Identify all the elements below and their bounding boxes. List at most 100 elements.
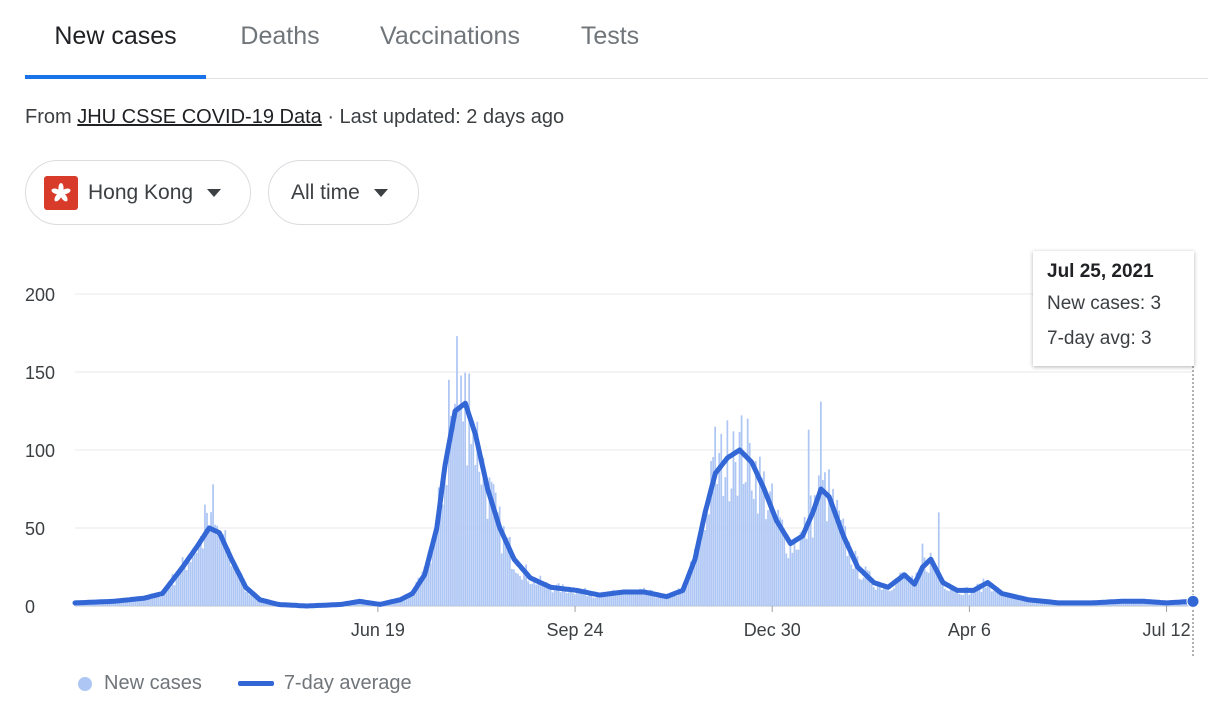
new-cases-bar — [643, 587, 645, 606]
new-cases-bar — [521, 579, 523, 606]
new-cases-bar — [952, 589, 954, 606]
new-cases-bar — [779, 517, 782, 606]
new-cases-bar — [425, 574, 428, 606]
new-cases-bar — [397, 600, 399, 606]
new-cases-bar — [850, 564, 853, 606]
new-cases-bar — [1126, 602, 1129, 606]
tooltip-new-cases: New cases: 3 — [1047, 293, 1162, 314]
new-cases-bar — [919, 569, 922, 606]
new-cases-bar — [1017, 596, 1019, 606]
new-cases-bar — [1128, 601, 1131, 606]
new-cases-bar — [960, 594, 962, 606]
cases-chart[interactable]: 0 50 100 150 200 Jun 19 Sep 24 Dec 30 Apr 6 Jul … — [0, 240, 1208, 660]
new-cases-bar — [722, 495, 725, 606]
new-cases-bar — [124, 599, 127, 606]
new-cases-bar — [584, 587, 586, 606]
new-cases-bar — [559, 592, 562, 606]
new-cases-bar — [429, 563, 432, 606]
new-cases-bar — [759, 456, 761, 606]
new-cases-bar — [994, 586, 997, 606]
new-cases-bar — [626, 592, 629, 606]
new-cases-bar — [830, 502, 832, 606]
new-cases-bar — [502, 526, 505, 606]
y-tick-label: 100 — [25, 441, 55, 461]
source-link[interactable]: JHU CSSE COVID-19 Data — [77, 106, 322, 128]
new-cases-bar — [933, 568, 936, 606]
new-cases-bar — [177, 575, 180, 606]
new-cases-bar — [460, 375, 462, 606]
new-cases-bar — [604, 592, 607, 606]
new-cases-bar — [710, 461, 712, 606]
new-cases-bar — [403, 596, 406, 606]
new-cases-bar — [826, 521, 828, 606]
new-cases-bar — [1025, 598, 1028, 606]
new-cases-bar — [466, 465, 469, 606]
new-cases-bar — [210, 512, 212, 606]
new-cases-bar — [513, 569, 515, 606]
new-cases-bar — [641, 589, 643, 606]
new-cases-bar — [744, 482, 747, 606]
new-cases-bar — [980, 591, 983, 606]
new-cases-bar — [937, 512, 940, 606]
new-cases-bar — [214, 524, 216, 606]
new-cases-bar — [529, 584, 532, 606]
x-tick-label: Sep 24 — [547, 620, 604, 640]
tab-vaccinations[interactable]: Vaccinations — [380, 22, 520, 50]
new-cases-bar — [815, 506, 818, 606]
new-cases-bar — [870, 584, 873, 606]
new-cases-bar — [553, 590, 556, 606]
new-cases-bar — [767, 510, 769, 606]
new-cases-bar — [590, 594, 593, 606]
tab-deaths[interactable]: Deaths — [240, 22, 320, 50]
legend-item-average[interactable]: 7-day average — [237, 672, 412, 695]
location-selector[interactable]: Hong Kong — [25, 160, 251, 225]
new-cases-bar — [472, 423, 475, 606]
y-tick-label: 0 — [25, 597, 35, 617]
new-cases-bar — [246, 585, 249, 606]
new-cases-bar — [563, 588, 566, 606]
new-cases-bar — [883, 588, 885, 606]
new-cases-bar — [108, 602, 111, 606]
tab-new-cases[interactable]: New cases — [54, 22, 177, 50]
new-cases-bar — [193, 552, 196, 606]
time-range-selector[interactable]: All time — [268, 160, 419, 225]
new-cases-bar — [689, 561, 692, 606]
new-cases-bar — [990, 591, 993, 606]
new-cases-bar — [860, 579, 863, 606]
new-cases-bar — [616, 591, 619, 606]
seven-day-average-line — [72, 400, 1196, 609]
new-cases-bar — [173, 585, 176, 606]
active-tab-indicator — [25, 75, 206, 79]
new-cases-bar — [998, 594, 1001, 606]
new-cases-bar — [197, 542, 200, 606]
new-cases-bar — [913, 580, 916, 606]
new-cases-bar — [456, 336, 458, 606]
new-cases-bar — [488, 477, 491, 606]
tooltip-average: 7-day avg: 3 — [1047, 328, 1152, 349]
new-cases-bar — [905, 573, 908, 606]
tab-tests[interactable]: Tests — [580, 22, 640, 50]
new-cases-bar — [543, 582, 546, 606]
new-cases-bar — [887, 590, 889, 606]
new-cases-bar — [236, 574, 239, 606]
new-cases-bar — [1031, 599, 1034, 606]
new-cases-bar — [1139, 601, 1141, 606]
new-cases-bar — [1033, 601, 1036, 606]
new-cases-bar — [791, 552, 794, 606]
new-cases-bar — [411, 595, 414, 606]
new-cases-bar — [155, 593, 158, 606]
new-cases-bar — [628, 591, 631, 606]
new-cases-bar — [724, 477, 727, 606]
new-cases-bar — [639, 588, 641, 606]
new-cases-bar — [976, 583, 979, 606]
new-cases-bar — [200, 535, 202, 606]
new-cases-bar — [515, 572, 517, 606]
legend-item-new-cases[interactable]: New cases — [78, 672, 202, 695]
y-tick-label: 150 — [25, 363, 55, 383]
new-cases-bar — [141, 599, 143, 606]
new-cases-bar — [939, 580, 942, 606]
new-cases-bar — [844, 526, 847, 606]
new-cases-bar — [736, 495, 739, 606]
new-cases-bar — [405, 597, 408, 606]
new-cases-bar — [761, 477, 763, 606]
